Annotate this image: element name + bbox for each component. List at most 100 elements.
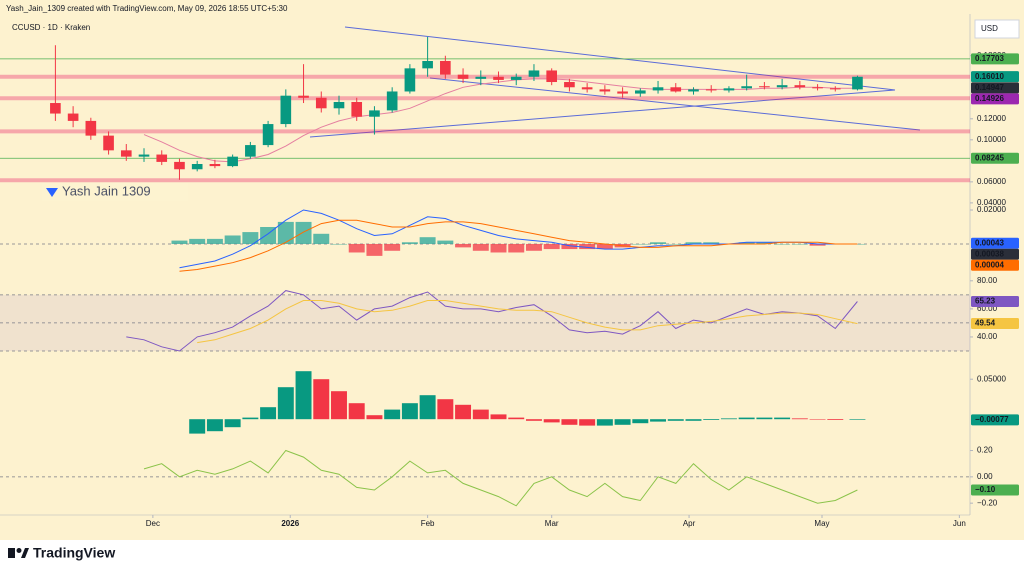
histogram-bar (260, 407, 277, 420)
histogram-bar (331, 243, 347, 245)
indicator-line (126, 290, 858, 352)
indicator-line (179, 219, 858, 272)
candle-body (440, 60, 451, 75)
candle-body (138, 154, 150, 157)
y-tick-label: 0.12000 (977, 114, 1006, 123)
candle-body (723, 88, 735, 91)
candle-body (298, 95, 309, 98)
histogram-bar (650, 419, 667, 422)
histogram-bar (366, 415, 383, 420)
price-label-text: −0.00077 (975, 415, 1009, 424)
logo-part (21, 548, 29, 558)
histogram-bar (295, 371, 312, 420)
histogram-bar (667, 243, 684, 245)
histogram-bar (756, 417, 773, 420)
histogram-bar (756, 242, 773, 244)
indicator-line (143, 449, 858, 507)
x-tick-label: 2026 (281, 519, 299, 528)
histogram-bar (419, 395, 436, 420)
histogram-bar (561, 243, 578, 250)
logo-part (8, 548, 15, 558)
histogram-bar (401, 242, 418, 244)
y-tick-label: 0.05000 (977, 374, 1006, 383)
price-label-text: 0.08245 (975, 153, 1004, 162)
currency[interactable]: USD (981, 24, 998, 33)
candle-body (85, 120, 97, 136)
candle-body (386, 91, 398, 111)
rsi-band (0, 294, 970, 351)
histogram-bar (543, 243, 560, 250)
candle-body (493, 76, 504, 80)
background (0, 0, 1024, 540)
brand: TradingView (33, 545, 115, 561)
histogram-bar (224, 235, 241, 244)
x-tick-label: May (814, 519, 829, 528)
histogram-bar (331, 391, 347, 420)
histogram-bar (667, 419, 684, 421)
candle-body (103, 135, 114, 151)
histogram-bar (277, 221, 294, 244)
currency-box[interactable] (974, 19, 1020, 39)
histogram-bar (703, 242, 720, 244)
y-tick-label: 80.00 (977, 276, 998, 285)
histogram-bar (632, 419, 649, 424)
y-tick-label: 60.00 (977, 304, 998, 313)
price-label-text: −0.10 (975, 485, 996, 494)
candle-body (528, 70, 540, 77)
x-tick-label: Jun (953, 519, 966, 528)
histogram-bar (401, 403, 418, 420)
logo-part (16, 548, 22, 553)
histogram-bar (206, 419, 223, 432)
x-tick-label: Feb (421, 519, 435, 528)
histogram-bar (313, 379, 330, 420)
y-tick-label: 0.06000 (977, 177, 1006, 186)
candle-body (209, 164, 221, 167)
candle-body (422, 60, 433, 69)
candle-body (546, 70, 558, 83)
credit: Yash_Jain_1309 created with TradingView.… (6, 4, 288, 13)
plot: Dec 2026 Feb Mar Apr May Jun (0, 36, 970, 528)
histogram-bar (224, 419, 241, 428)
histogram-bar (242, 232, 259, 244)
candle-body (369, 110, 380, 117)
histogram-bar (455, 404, 472, 420)
histogram-bar (384, 243, 401, 251)
histogram-bar (738, 417, 755, 420)
histogram-bar (596, 243, 613, 250)
histogram-bar (685, 419, 702, 421)
price-label (971, 318, 1019, 330)
histogram-bar (472, 409, 489, 420)
histogram-bar (809, 419, 826, 420)
histogram-bar (543, 419, 560, 423)
y-tick-label: 0.00 (977, 472, 993, 481)
price-label-text: 0.16010 (975, 72, 1004, 81)
candle-body (688, 89, 699, 92)
histogram-bar (632, 243, 649, 245)
histogram-bar (366, 243, 383, 256)
price-label (971, 237, 1019, 249)
histogram-bar (791, 243, 808, 245)
candle-body (475, 76, 487, 79)
price-label (971, 484, 1019, 496)
candle-body (156, 154, 168, 162)
y-tick-label: 0.20 (977, 446, 993, 455)
candle-body (315, 97, 327, 109)
y-tick-label: −0.20 (977, 498, 998, 507)
candle-body (262, 124, 274, 146)
histogram-bar (348, 403, 365, 420)
candle-body (759, 86, 770, 88)
watermark: Yash Jain 1309 (62, 183, 151, 198)
price-label-text: 65.23 (975, 297, 996, 306)
x-tick-label: Dec (146, 519, 160, 528)
candle-body (510, 76, 522, 80)
price-label-text: 0.00043 (975, 238, 1004, 247)
candle-body (404, 68, 416, 92)
candle-body (280, 95, 292, 125)
price-label (971, 152, 1019, 164)
candle-body (564, 82, 575, 88)
histogram-bar (685, 242, 702, 244)
histogram-bar (437, 399, 454, 420)
histogram-bar (650, 242, 667, 244)
histogram-bar (490, 414, 507, 420)
